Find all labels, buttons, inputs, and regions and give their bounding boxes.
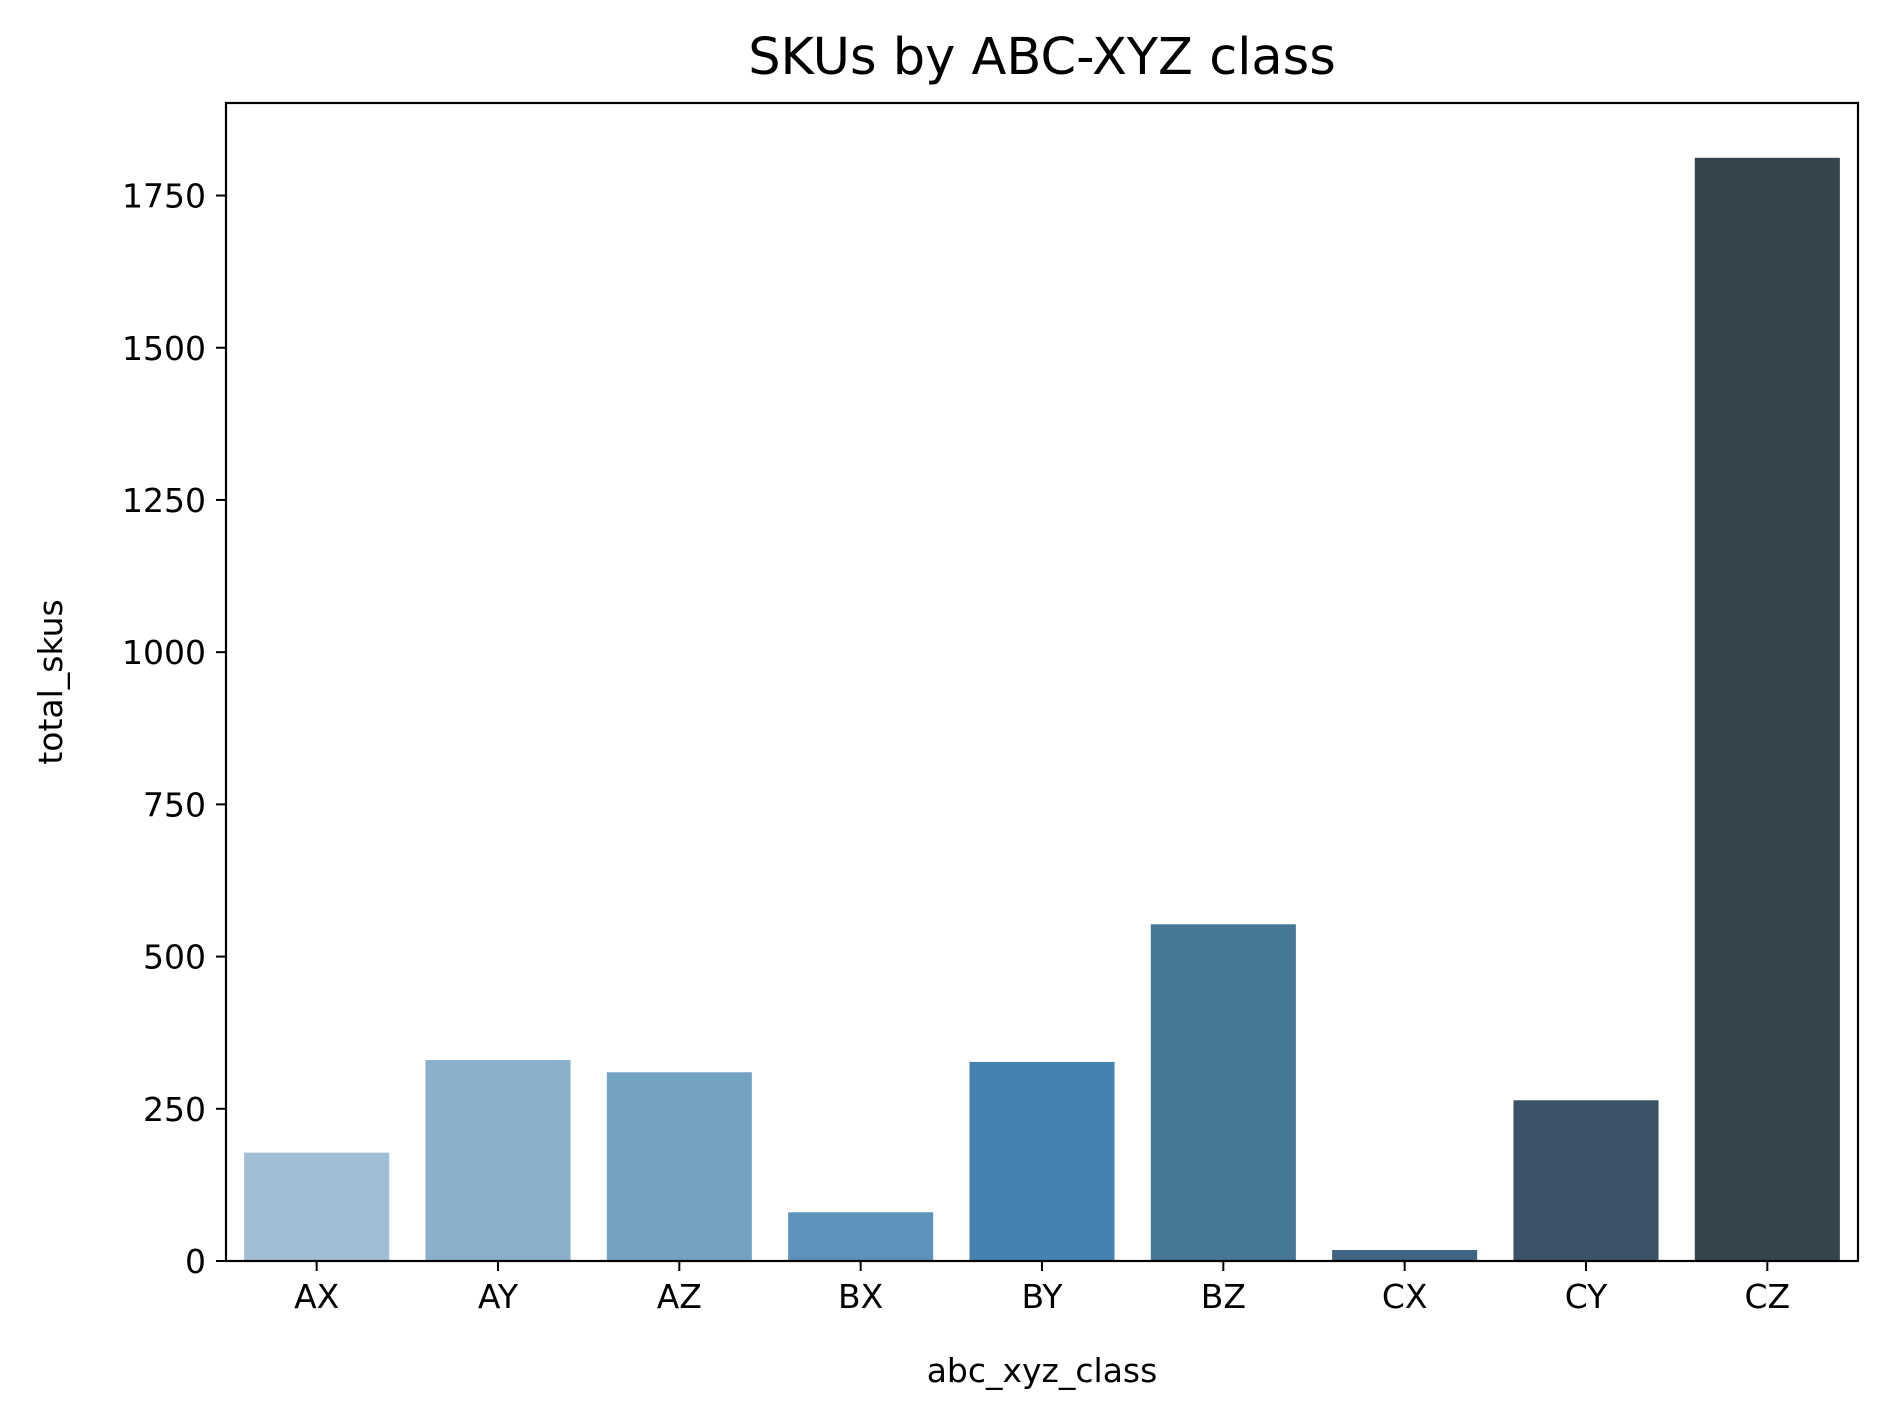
y-axis-ticks: 0 250 500 750 1000 1250 1500 1750 <box>122 177 226 1281</box>
x-tick-label: CZ <box>1745 1277 1791 1316</box>
bar-bx <box>788 1212 934 1261</box>
y-tick-label: 750 <box>143 785 206 824</box>
y-tick-label: 0 <box>185 1242 206 1281</box>
x-tick-label: BX <box>838 1277 883 1316</box>
y-tick-label: 500 <box>143 938 206 977</box>
bar-cz <box>1694 157 1840 1262</box>
x-tick-label: BZ <box>1201 1277 1246 1316</box>
bar-az <box>606 1072 752 1261</box>
y-tick-label: 1500 <box>122 329 206 368</box>
y-tick-label: 1250 <box>122 481 206 520</box>
x-tick-label: AZ <box>657 1277 702 1316</box>
plot-area-frame <box>224 101 1860 1263</box>
x-tick-label: BY <box>1022 1277 1064 1316</box>
chart-title: SKUs by ABC-XYZ class <box>748 28 1336 87</box>
bar-ax <box>244 1152 390 1261</box>
x-axis-ticks: AX AY AZ BX BY BZ CX CY CZ <box>294 1261 1790 1316</box>
y-tick-label: 1750 <box>122 177 206 216</box>
x-axis-label: abc_xyz_class <box>927 1351 1158 1390</box>
bar-bz <box>1150 924 1296 1261</box>
x-tick-label: AY <box>478 1277 519 1316</box>
x-tick-label: CX <box>1382 1277 1428 1316</box>
bar-by <box>969 1061 1115 1261</box>
bar-cy <box>1513 1100 1659 1261</box>
y-tick-label: 250 <box>143 1090 206 1129</box>
bar-ay <box>425 1060 571 1261</box>
y-tick-label: 1000 <box>122 633 206 672</box>
bar-cx <box>1332 1250 1478 1261</box>
x-tick-label: CY <box>1565 1277 1608 1316</box>
y-axis-label: total_skus <box>31 599 70 764</box>
bars-group <box>244 157 1840 1262</box>
x-tick-label: AX <box>294 1277 339 1316</box>
